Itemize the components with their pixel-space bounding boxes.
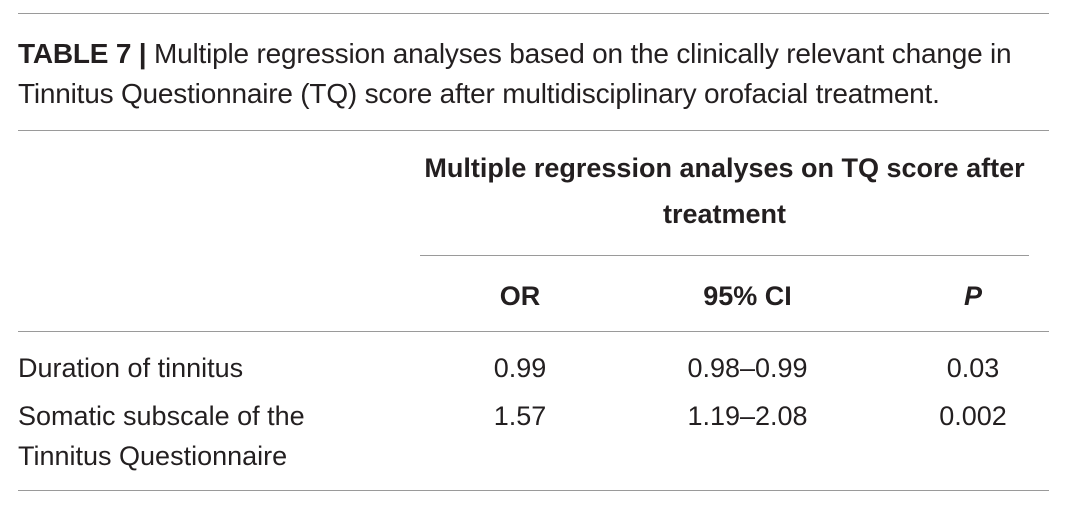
row-label: Somatic subscale of the Tinnitus Questio… [18, 401, 305, 471]
header-rule [18, 331, 1049, 332]
group-header-rule [420, 255, 1029, 256]
table-label: TABLE 7 | [18, 38, 147, 69]
table-caption-text: Multiple regression analyses based on th… [18, 38, 1012, 109]
table-caption: TABLE 7 | Multiple regression analyses b… [18, 34, 1058, 114]
top-rule [18, 13, 1049, 14]
row-or-value: 1.57 [493, 401, 547, 431]
row-label: Duration of tinnitus [18, 353, 244, 383]
bottom-rule [18, 490, 1049, 491]
row-p-value: 0.03 [946, 353, 1000, 383]
group-header: Multiple regression analyses on TQ score… [424, 153, 1025, 229]
column-header-or: OR [499, 281, 541, 311]
row-or-value: 0.99 [493, 353, 547, 383]
caption-rule [18, 130, 1049, 131]
row-ci-value: 1.19–2.08 [687, 401, 808, 431]
column-header-ci: 95% CI [703, 281, 792, 311]
column-header-p: P [963, 281, 982, 311]
row-p-value: 0.002 [939, 401, 1007, 431]
row-ci-value: 0.98–0.99 [687, 353, 808, 383]
